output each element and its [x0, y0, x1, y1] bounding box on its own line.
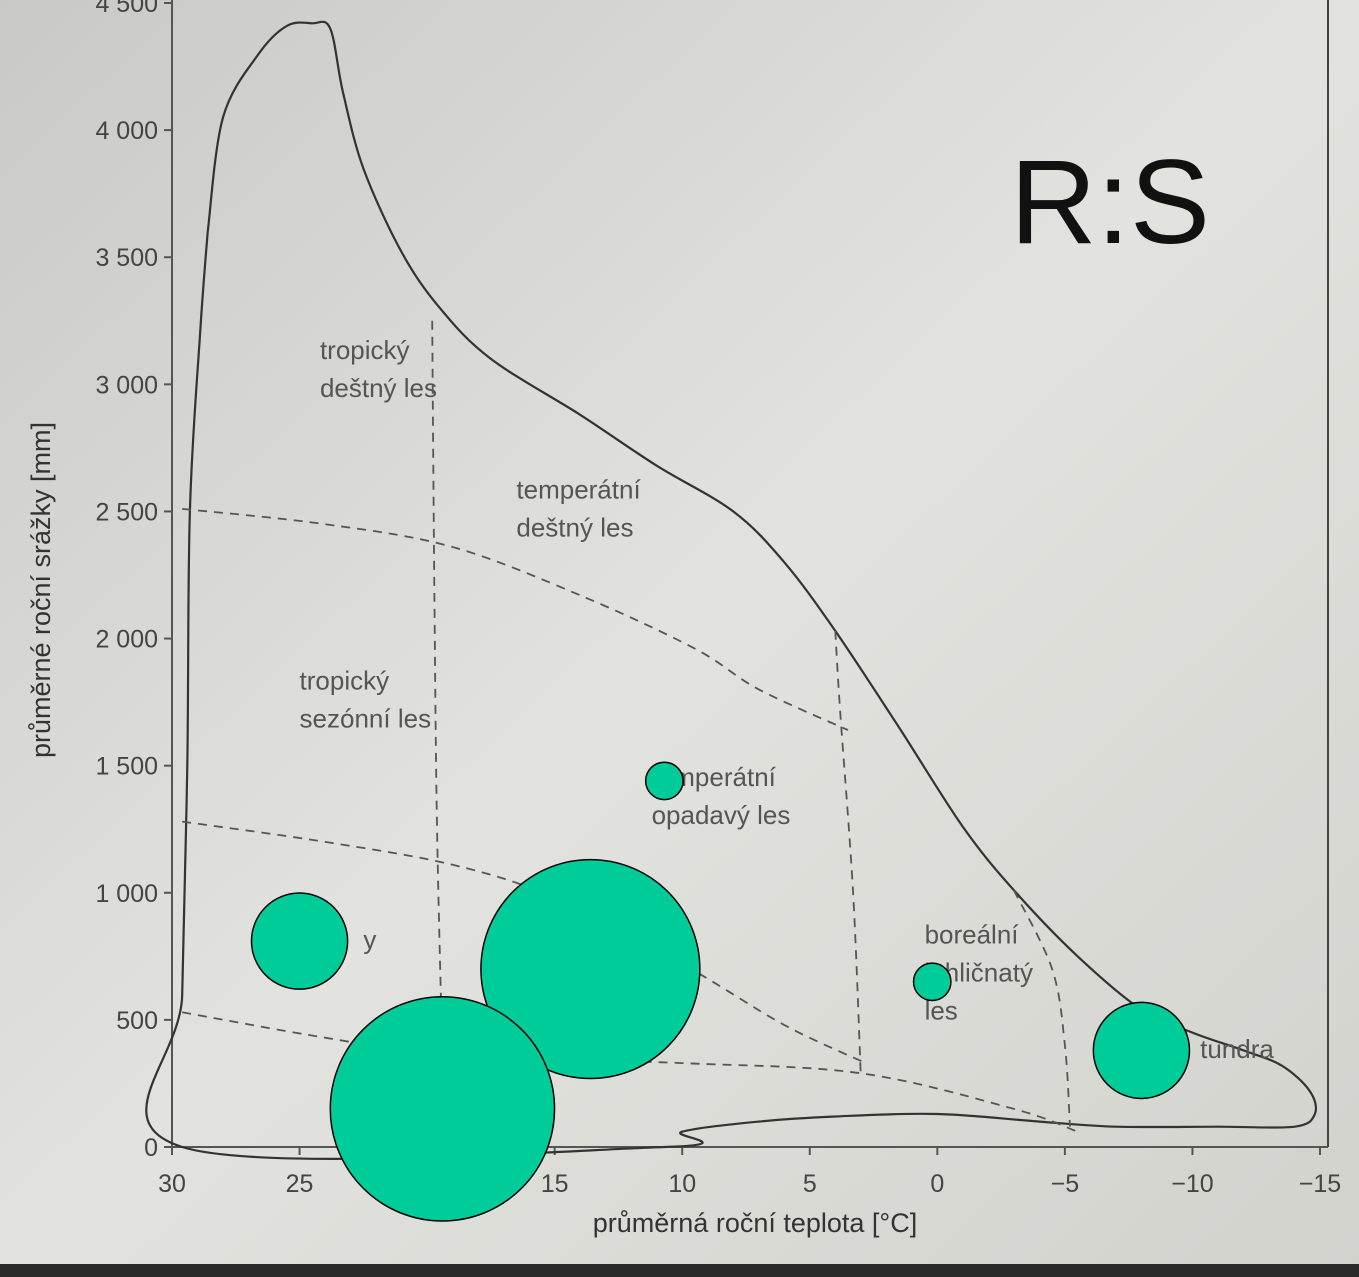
- data-bubble: [480, 858, 701, 1080]
- x-tick-label: 10: [668, 1170, 696, 1198]
- y-tick-label: 1 500: [95, 753, 158, 781]
- biome-label: opadavý les: [652, 800, 791, 830]
- biome-label: tropický: [300, 665, 390, 695]
- y-tick-label: 3 500: [95, 244, 158, 272]
- climate-boundary-curve: [145, 20, 1318, 1160]
- data-bubble: [644, 761, 684, 801]
- biome-label: deštný les: [516, 513, 633, 543]
- y-tick-label: 4 000: [95, 117, 158, 145]
- plot-area: 0 500 1 000 1 500 2 000 2 500 3 000 3 500 4 000 4…: [95, 0, 1341, 1222]
- y-tick-label: 1 000: [95, 880, 158, 908]
- biome-label: y: [363, 925, 376, 955]
- y-tick-label: 0: [144, 1134, 158, 1162]
- bottom-shadow-band: [0, 1264, 1359, 1277]
- x-tick-label: −10: [1171, 1170, 1213, 1198]
- x-tick-label: 0: [930, 1170, 944, 1198]
- biome-boundary-dashed: [834, 630, 862, 1076]
- y-tick-label: 4 500: [95, 0, 158, 18]
- chart-title: R:S: [1010, 135, 1210, 269]
- y-tick-label: 3 000: [95, 371, 158, 399]
- biome-label: deštný les: [320, 373, 437, 403]
- x-tick-label: 15: [541, 1170, 569, 1198]
- data-bubble: [329, 995, 556, 1222]
- data-bubble: [1092, 1001, 1191, 1100]
- biome-boundary-dashed: [431, 320, 444, 1059]
- biome-boundary-dashed: [182, 508, 849, 731]
- x-tick-label: −5: [1051, 1170, 1080, 1198]
- data-bubble: [250, 892, 349, 990]
- biome-label: tropický: [320, 335, 410, 365]
- y-tick-label: 2 500: [95, 498, 158, 526]
- y-tick-label: 500: [116, 1007, 158, 1035]
- x-tick-label: 30: [158, 1170, 186, 1198]
- biome-label: tundra: [1200, 1034, 1274, 1064]
- x-tick-label: 5: [803, 1170, 817, 1198]
- x-tick-label: 25: [286, 1170, 314, 1198]
- x-axis-label: průměrná roční teplota [°C]: [593, 1208, 917, 1238]
- biome-label: sezónní les: [300, 703, 432, 733]
- biome-boundary-dashed: [1013, 889, 1071, 1127]
- biome-label: boreální: [925, 920, 1020, 950]
- y-tick-label: 2 000: [95, 626, 158, 654]
- biome-boundary-dashed: [182, 1011, 1078, 1133]
- y-axis-label: průměrné roční srážky [mm]: [26, 422, 56, 758]
- biome-label: temperátní: [516, 475, 641, 505]
- x-tick-label: −15: [1299, 1170, 1341, 1198]
- data-bubble: [912, 962, 952, 1002]
